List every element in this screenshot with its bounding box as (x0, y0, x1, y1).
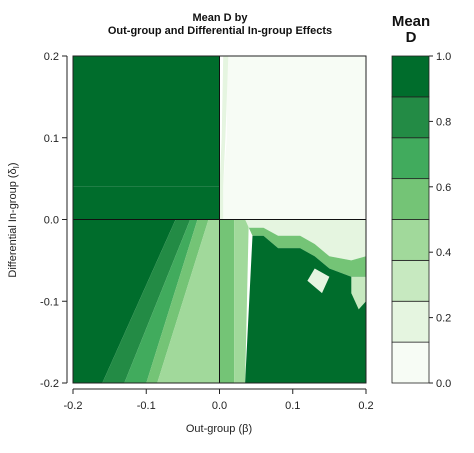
legend-swatch (391, 137, 430, 180)
heatmap-region-lower-right-dark (245, 235, 366, 383)
chart-title: Mean D by Out-group and Differential In-… (108, 12, 332, 37)
legend-swatch (391, 259, 430, 302)
y-tick-label: -0.2 (40, 378, 59, 390)
legend-tick-label: 0.4 (436, 247, 451, 259)
y-tick-label: -0.1 (40, 296, 59, 308)
heatmap-region-upper-right-band-2 (219, 56, 229, 220)
y-tick-label: 0.0 (44, 215, 59, 227)
heatmap-region-center-plateau (157, 219, 220, 383)
y-axis-label-close: ) (7, 162, 19, 166)
heatmap-region-wedge-band-3 (146, 219, 209, 383)
plot-area (72, 55, 367, 384)
heatmap-regions (73, 56, 366, 383)
heatmap-region-lower-right-mid (248, 227, 366, 277)
legend-swatch (391, 300, 430, 343)
heatmap-region-lower-right-notch (307, 268, 330, 294)
heatmap-region-upper-right (230, 56, 366, 220)
legend-swatch (391, 96, 430, 139)
y-axis-label-subscript: I (12, 166, 21, 168)
y-tick-label: 0.2 (44, 51, 59, 63)
x-tick-label: 0.2 (358, 400, 373, 412)
legend-swatch (391, 341, 430, 384)
heatmap-region-center-right-plateau (219, 219, 235, 383)
y-axis-label-main: Differential In-group (δ (7, 168, 19, 277)
y-tick-label: 0.1 (44, 133, 59, 145)
heatmap-region-wedge-band-1 (102, 219, 191, 383)
legend-tick-label: 0.2 (436, 313, 451, 325)
legend-title-line-1: Mean (392, 13, 430, 30)
legend-tick-label: 1.0 (436, 51, 451, 63)
y-axis: -0.2 -0.1 0.0 0.1 0.2 (40, 51, 68, 390)
x-tick-label: 0.1 (285, 400, 300, 412)
x-axis-label: Out-group (β) (186, 423, 252, 435)
heatmap-region-upper-left-shoulder (73, 186, 220, 220)
x-tick-label: -0.2 (64, 400, 83, 412)
legend-tick-label: 0.6 (436, 182, 451, 194)
legend-ticks: 0.0 0.2 0.4 0.6 0.8 1.0 (429, 51, 451, 390)
heatmap-region-upper-left (73, 56, 220, 187)
x-tick-label: 0.0 (212, 400, 227, 412)
heatmap-region-left-wedge (73, 219, 176, 383)
x-axis: -0.2 -0.1 0.0 0.1 0.2 (64, 388, 374, 412)
legend-swatch (391, 55, 430, 98)
y-axis-label: Differential In-group (δI) (7, 162, 21, 277)
heatmap-region-lower-right-light (245, 219, 366, 261)
heatmap-region-right-plateau (234, 219, 249, 383)
heatmap-region-lower-right-tail (351, 276, 366, 310)
plot-border (72, 55, 367, 384)
chart-title-line-2: Out-group and Differential In-group Effe… (108, 25, 332, 37)
legend-title-line-2: D (406, 29, 417, 46)
legend-swatch (391, 178, 430, 220)
chart-title-line-1: Mean D by (192, 12, 248, 24)
legend: Mean D 0.0 0.2 0.4 0.6 0.8 1.0 (391, 13, 451, 390)
legend-tick-label: 0.8 (436, 116, 451, 128)
heatmap-region-upper-right-band-1 (223, 56, 238, 220)
legend-colorbar (391, 55, 430, 384)
heatmap-region-wedge-band-2 (124, 219, 198, 383)
x-tick-label: -0.1 (137, 400, 156, 412)
legend-swatch (391, 219, 430, 261)
legend-tick-label: 0.0 (436, 378, 451, 390)
